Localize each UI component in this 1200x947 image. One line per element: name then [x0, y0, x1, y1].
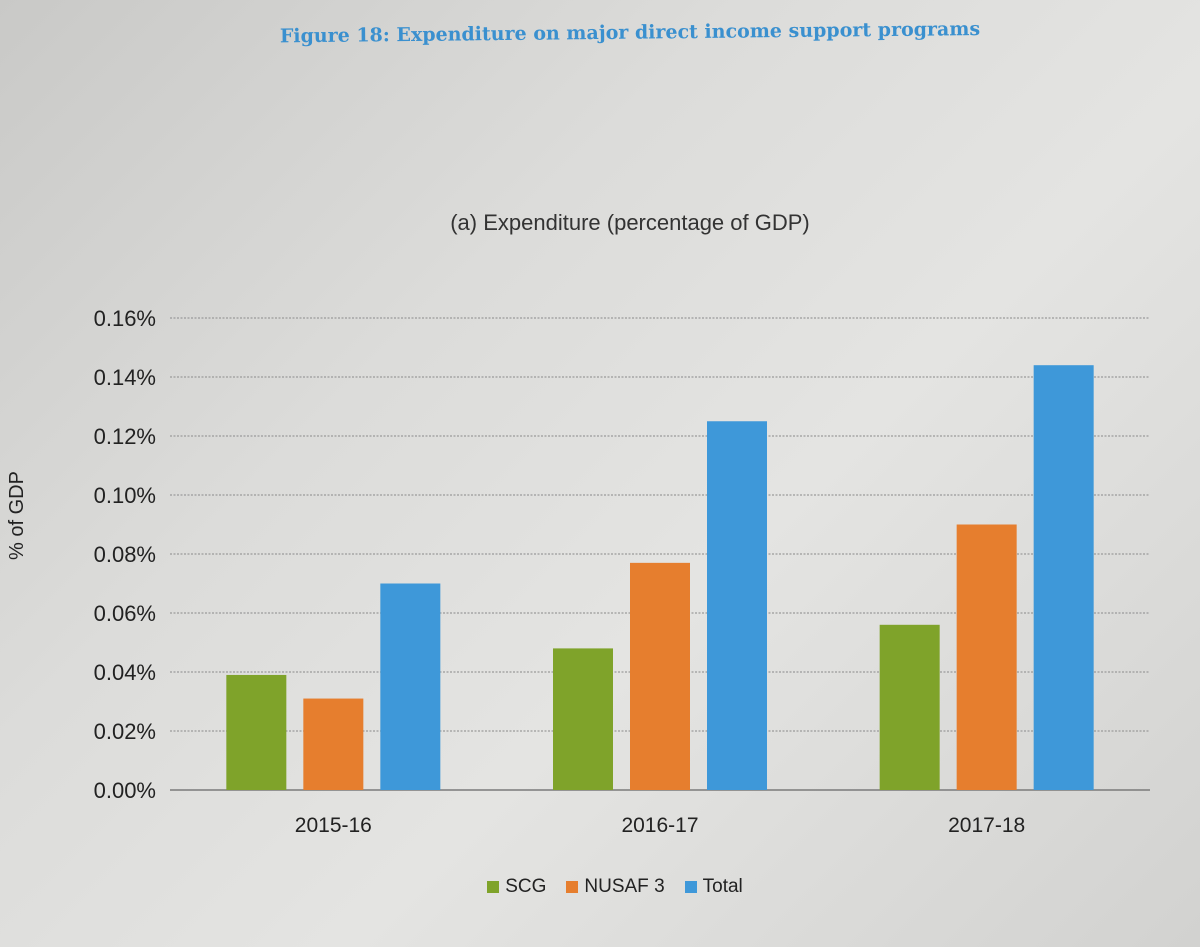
legend-item-nusaf3: NUSAF 3: [566, 876, 665, 898]
y-tick-label: 0.00%: [94, 778, 156, 803]
y-tick-label: 0.06%: [94, 601, 156, 626]
x-tick-label: 2016-17: [621, 814, 698, 837]
legend-label-total: Total: [702, 876, 743, 897]
bar-total-2015-16: [380, 583, 441, 790]
legend-item-total: Total: [684, 876, 743, 898]
bar-total-2016-17: [707, 421, 767, 790]
y-tick-label: 0.12%: [94, 424, 156, 449]
bar-scg-2015-16: [226, 674, 287, 790]
chart-title: (a) Expenditure (percentage of GDP): [450, 210, 810, 235]
bar-nusaf3-2016-17: [630, 562, 690, 790]
x-tick-label: 2017-18: [948, 814, 1025, 837]
y-tick-label: 0.08%: [94, 542, 156, 567]
legend: SCG NUSAF 3 Total: [0, 876, 1200, 898]
legend-label-scg: SCG: [505, 876, 547, 897]
y-tick-label: 0.02%: [94, 719, 156, 744]
y-tick-label: 0.14%: [94, 365, 156, 390]
legend-swatch-total: [684, 881, 697, 893]
bar-nusaf3-2015-16: [303, 698, 364, 790]
x-tick-label: 2015-16: [295, 814, 372, 837]
legend-item-scg: SCG: [487, 876, 546, 898]
legend-swatch-nusaf3: [566, 881, 579, 893]
legend-swatch-scg: [487, 881, 500, 893]
bar-total-2017-18: [1033, 365, 1094, 790]
legend-label-nusaf3: NUSAF 3: [584, 876, 665, 897]
y-tick-label: 0.10%: [94, 483, 156, 508]
y-tick-label: 0.04%: [94, 660, 156, 685]
bar-scg-2016-17: [553, 648, 613, 790]
bar-scg-2017-18: [879, 624, 940, 790]
y-tick-label: 0.16%: [94, 306, 156, 331]
bar-nusaf3-2017-18: [956, 524, 1017, 790]
